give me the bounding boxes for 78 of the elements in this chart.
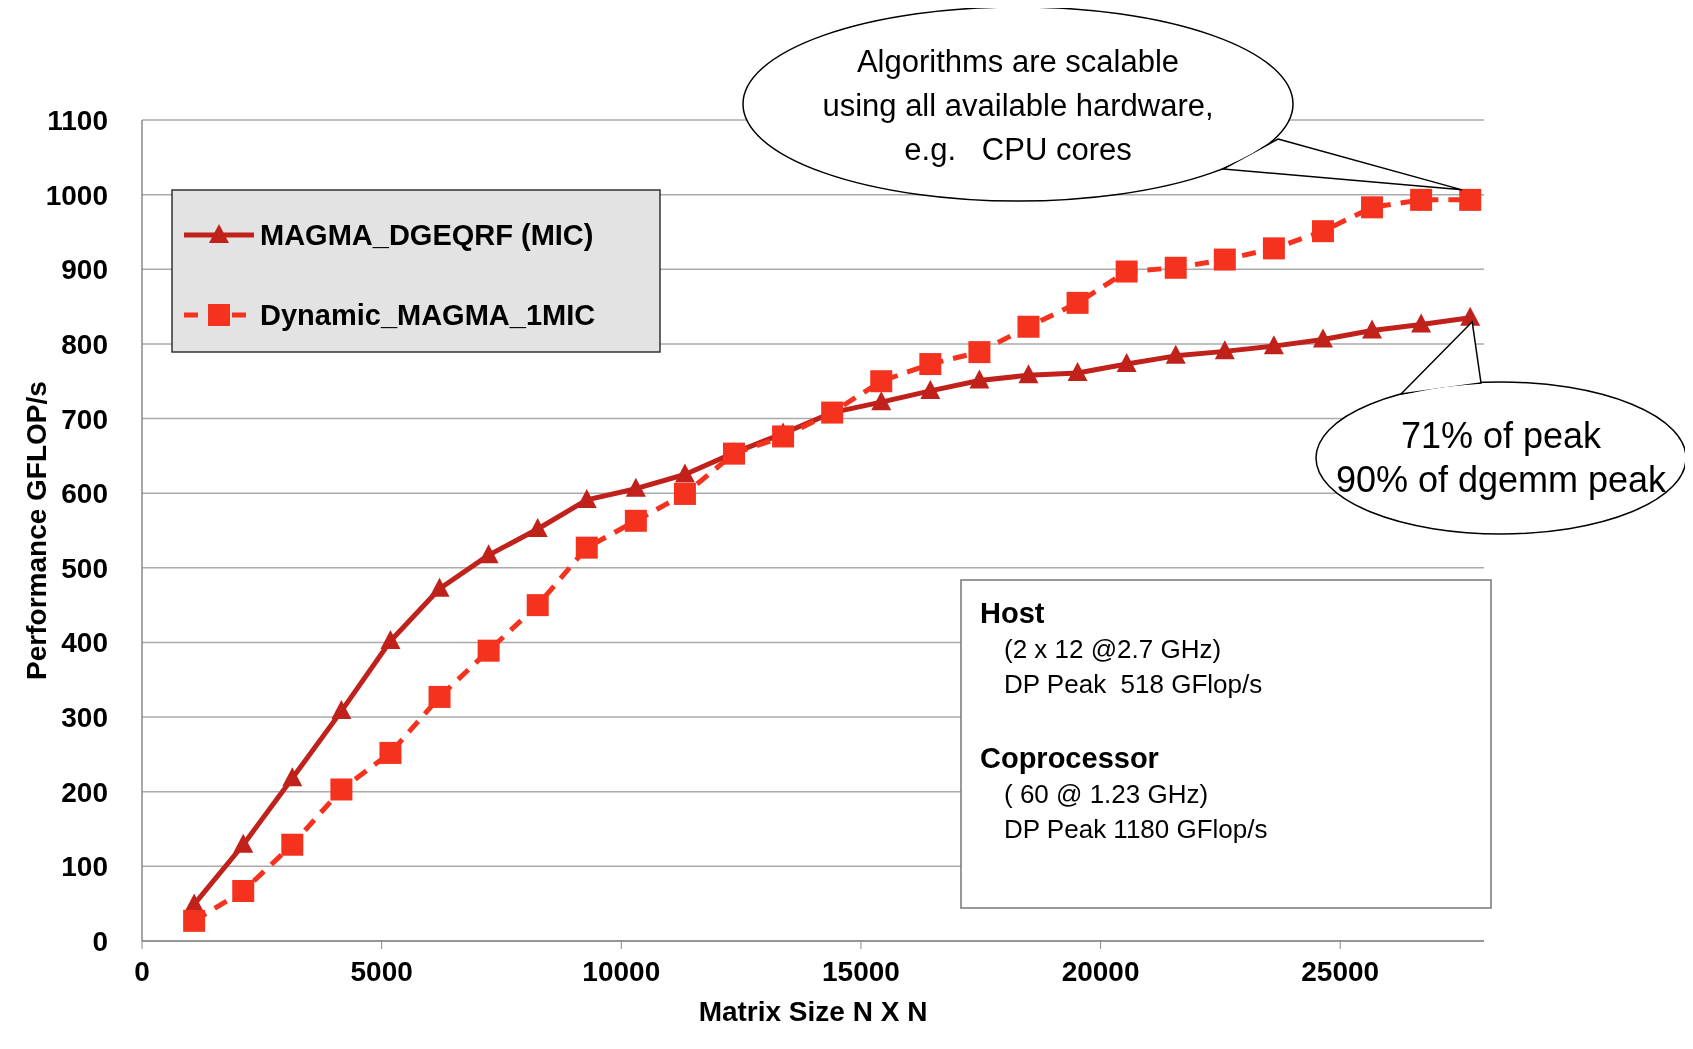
- x-tick-label: 25000: [1301, 956, 1380, 987]
- point: [526, 594, 549, 617]
- annotation: DP Peak 518 GFlop/s: [1004, 669, 1263, 699]
- annotation: 71% of peak 90% of dgemm peak: [1335, 415, 1668, 500]
- point: [1362, 319, 1383, 339]
- annotation: (2 x 12 @2.7 GHz): [1004, 634, 1222, 664]
- point: [673, 482, 696, 505]
- point: [527, 518, 548, 538]
- annotation: Host: [980, 597, 1045, 629]
- y-tick-label: 100: [61, 851, 108, 883]
- point: [429, 577, 450, 597]
- point: [232, 879, 255, 902]
- y-tick-label: 500: [61, 552, 108, 584]
- y-tick-label: 400: [61, 627, 108, 659]
- point: [871, 391, 892, 411]
- point: [674, 463, 695, 483]
- point: [1165, 344, 1186, 364]
- point: [1410, 188, 1433, 211]
- point: [183, 909, 206, 932]
- point: [919, 353, 942, 376]
- y-tick-label: 700: [61, 403, 108, 435]
- legend-label: Dynamic_MAGMA_1MIC: [260, 299, 596, 331]
- point: [380, 629, 401, 649]
- point: [1312, 328, 1333, 348]
- point: [1411, 313, 1432, 333]
- point: [920, 379, 941, 399]
- point: [723, 442, 746, 465]
- point: [233, 833, 254, 853]
- annotation: ( 60 @ 1.23 GHz): [1004, 779, 1209, 809]
- point: [1018, 364, 1039, 384]
- point: [1116, 353, 1137, 373]
- y-tick-label: 1000: [45, 179, 108, 211]
- point: [1066, 291, 1089, 314]
- point: [1067, 362, 1088, 382]
- point: [870, 370, 893, 393]
- point: [331, 700, 352, 720]
- point: [477, 639, 500, 662]
- x-tick-label: 20000: [1061, 956, 1140, 987]
- point: [1213, 248, 1236, 271]
- point: [772, 425, 795, 448]
- y-tick-label: 800: [61, 328, 108, 360]
- point: [624, 509, 647, 532]
- point: [478, 544, 499, 564]
- y-tick-label: 1100: [47, 105, 108, 136]
- point: [1263, 335, 1284, 355]
- point: [1361, 196, 1384, 219]
- point: [1017, 315, 1040, 338]
- point: [1115, 260, 1138, 283]
- y-tick-label: 300: [61, 702, 108, 734]
- point: [1214, 340, 1235, 360]
- y-tick-label: 0: [92, 926, 108, 957]
- y-tick-label: 600: [61, 478, 108, 510]
- legend-label: MAGMA_DGEQRF (MIC): [260, 219, 594, 251]
- point: [428, 685, 451, 708]
- annotation: DP Peak 1180 GFlop/s: [1004, 814, 1268, 844]
- x-axis-title: Matrix Size N X N: [698, 996, 928, 1027]
- x-tick-label: 5000: [350, 956, 413, 987]
- point: [1262, 237, 1285, 260]
- x-tick-label: 0: [134, 956, 150, 987]
- point: [968, 341, 991, 364]
- point: [282, 767, 303, 787]
- y-axis-title: Performance GFLOP/s: [21, 381, 52, 680]
- x-tick-label: 15000: [821, 956, 900, 987]
- point: [379, 741, 402, 764]
- y-tick-label: 200: [61, 776, 108, 808]
- annotation: Coprocessor: [980, 742, 1159, 774]
- x-tick-label: 10000: [582, 956, 661, 987]
- point: [1164, 256, 1187, 279]
- y-tick-label: 900: [61, 254, 108, 286]
- point: [330, 778, 353, 801]
- point: [575, 536, 598, 559]
- point: [281, 833, 304, 856]
- point: [625, 477, 646, 497]
- annotation: Algorithms are scalable using all available hardware, e.g. CPU cores: [822, 44, 1214, 167]
- point: [1459, 188, 1482, 211]
- point: [576, 488, 597, 508]
- point: [969, 369, 990, 389]
- point: [1311, 220, 1334, 243]
